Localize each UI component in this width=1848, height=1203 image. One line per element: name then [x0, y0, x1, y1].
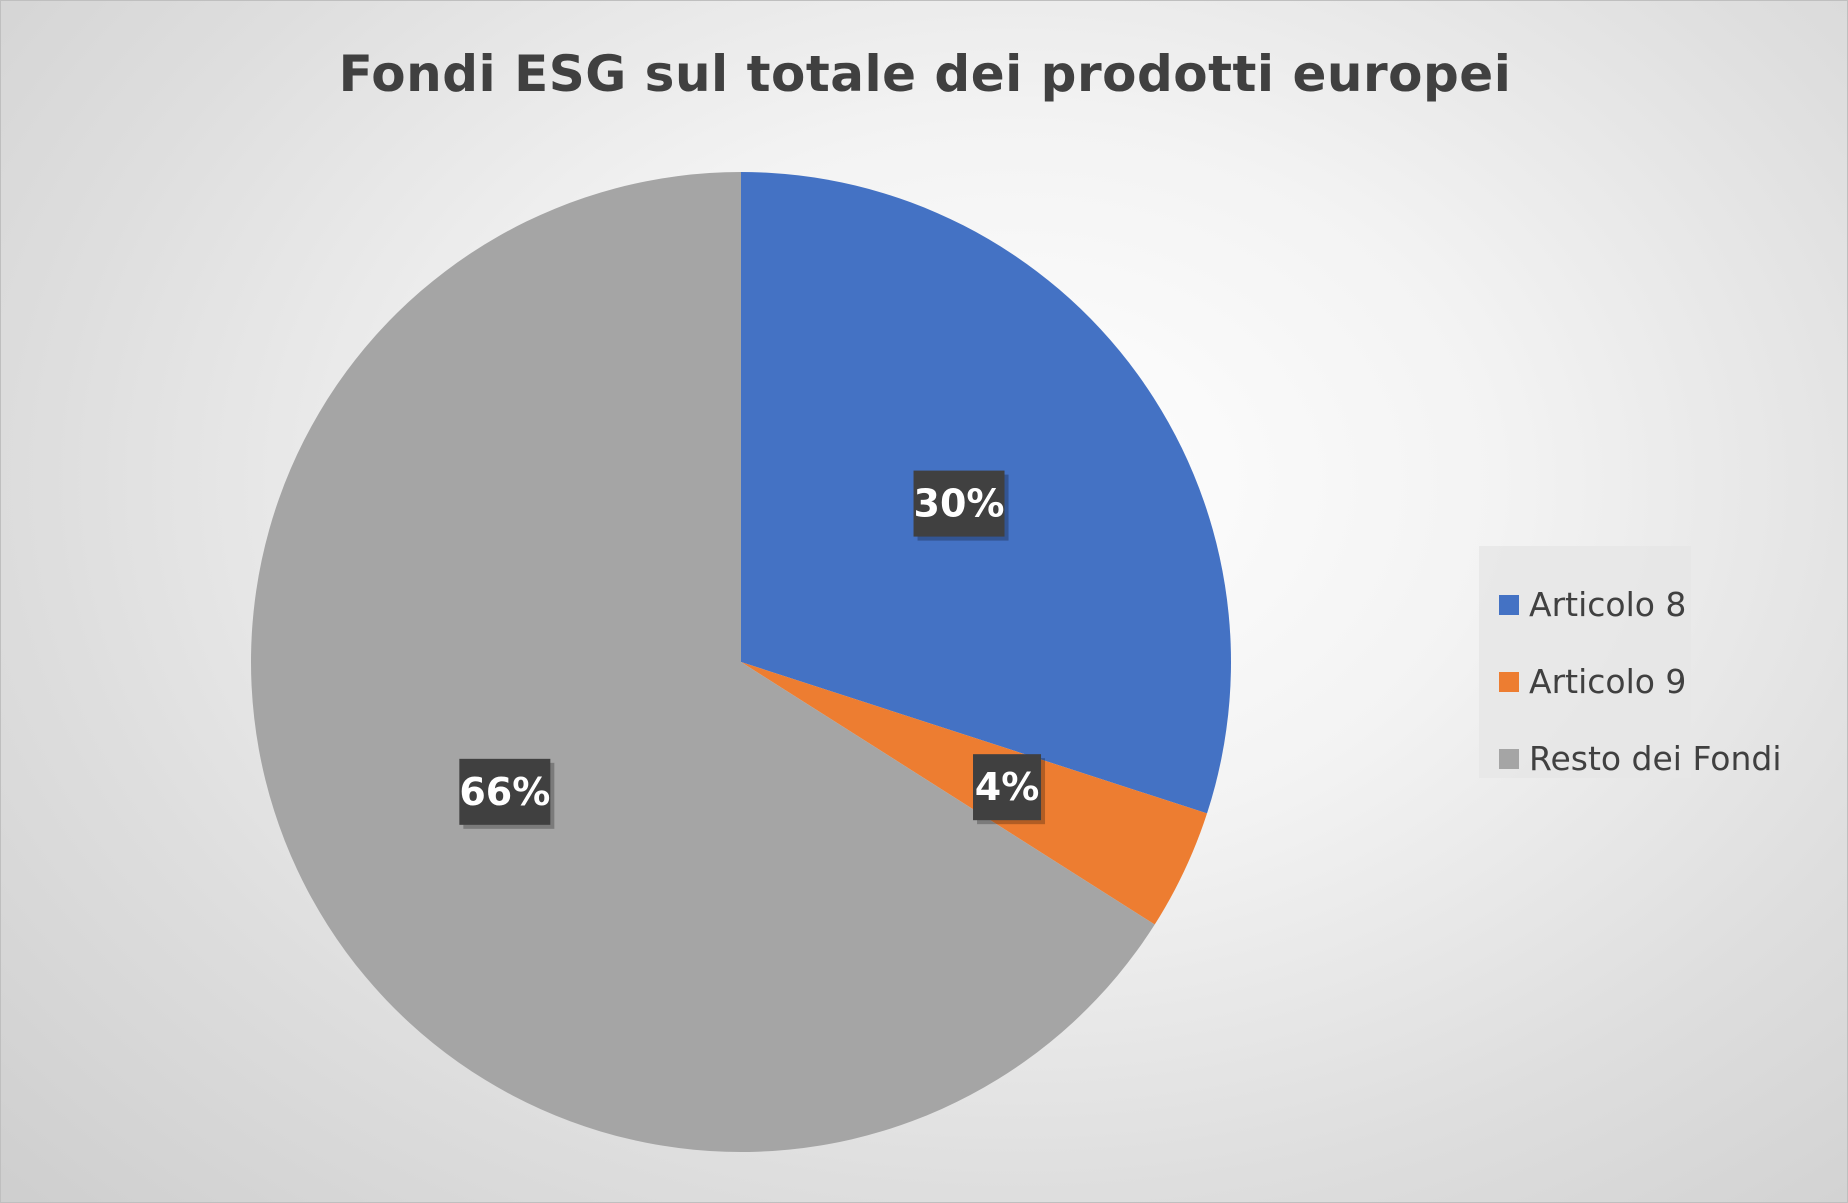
legend-swatch-articolo-8 — [1499, 594, 1519, 615]
data-label-box — [459, 758, 551, 825]
legend-label-resto-dei-fondi: Resto dei Fondi — [1529, 739, 1782, 778]
legend-item-resto-dei-fondi: Resto dei Fondi — [1499, 720, 1782, 797]
legend-swatch-articolo-9 — [1499, 671, 1519, 692]
data-label-articolo-9: 4% — [973, 754, 1046, 825]
data-label-resto-dei-fondi: 66% — [459, 758, 555, 829]
data-label-text-articolo-8: 30% — [914, 482, 1005, 526]
data-label-text-articolo-9: 4% — [975, 765, 1040, 809]
legend-swatch-resto-dei-fondi — [1499, 748, 1519, 769]
legend: Articolo 8 Articolo 9 Resto dei Fondi — [1479, 546, 1782, 778]
data-label-text-resto-dei-fondi: 66% — [459, 770, 550, 814]
legend-label-articolo-9: Articolo 9 — [1529, 662, 1687, 701]
pie-slice-resto-dei-fondi — [250, 172, 1155, 1152]
data-label-box — [913, 470, 1005, 537]
pie-slices — [250, 172, 1231, 1152]
legend-label-articolo-8: Articolo 8 — [1529, 585, 1687, 624]
pie-data-labels: 30% 4% 66% — [459, 470, 1046, 829]
data-label-articolo-8: 30% — [913, 470, 1009, 541]
chart-title: Fondi ESG sul totale dei prodotti europe… — [338, 45, 1512, 103]
legend-item-articolo-8: Articolo 8 — [1499, 566, 1691, 643]
data-label-box — [973, 754, 1042, 821]
legend-item-articolo-9: Articolo 9 — [1499, 643, 1691, 720]
